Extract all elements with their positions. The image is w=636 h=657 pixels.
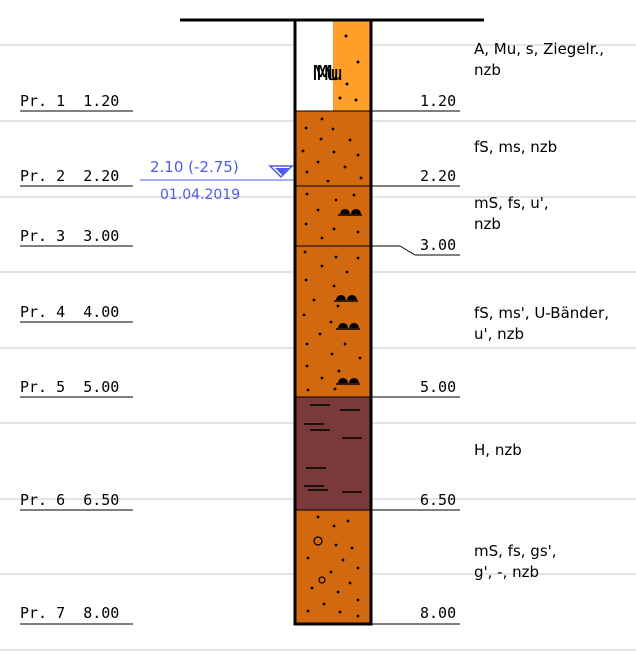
fill-sand-part	[333, 21, 370, 111]
fill-dots	[338, 34, 360, 102]
layer-description: H, nzb	[474, 441, 522, 459]
sample-label: Pr. 3 3.00	[20, 227, 119, 245]
layer-description: u', nzb	[474, 325, 524, 343]
depth-label: 2.20	[420, 167, 456, 185]
sample-label: Pr. 2 2.20	[20, 167, 119, 185]
layer-descriptions: A, Mu, s, Ziegelr., nzb fS, ms, nzb mS, …	[474, 40, 609, 581]
sample-label: Pr. 6 6.50	[20, 491, 119, 509]
fill-symbol-label-overstrike: Mu	[316, 61, 341, 85]
layer-description: mS, fs, gs',	[474, 542, 557, 560]
layer-description: mS, fs, u',	[474, 194, 549, 212]
sand-dots	[301, 117, 363, 618]
fill-symbol-label: Mu	[312, 61, 337, 85]
sample-labels: Pr. 1 1.20 Pr. 2 2.20 Pr. 3 3.00 Pr. 4 4…	[20, 92, 133, 625]
borehole-column	[293, 18, 373, 626]
depth-label: 5.00	[420, 378, 456, 396]
layer-description: nzb	[474, 215, 501, 233]
layer-1-fill: Mu Mu	[296, 21, 370, 111]
depth-label: 6.50	[420, 491, 456, 509]
fill-white-part	[296, 21, 333, 111]
depth-label: 1.20	[420, 92, 456, 110]
silt-underlines	[334, 214, 362, 385]
water-level: 2.10 (-2.75) 01.04.2019	[140, 158, 294, 203]
silt-symbols	[336, 209, 361, 383]
layer-3-sand	[296, 186, 370, 246]
depth-lines	[372, 110, 460, 625]
layer-description: g', -, nzb	[474, 563, 539, 581]
layer-description: fS, ms, nzb	[474, 138, 557, 156]
sample-label: Pr. 7 8.00	[20, 604, 119, 622]
water-level-triangle-fill	[275, 168, 289, 175]
layer-description: fS, ms', U-Bänder,	[474, 304, 609, 322]
depth-label: 3.00	[420, 236, 456, 254]
water-level-triangle-icon	[268, 165, 294, 179]
layer-boundaries	[296, 110, 370, 511]
layer-description: nzb	[474, 61, 501, 79]
water-level-date: 01.04.2019	[160, 187, 240, 203]
sample-label: Pr. 1 1.20	[20, 92, 119, 110]
gravel-circles	[313, 536, 326, 584]
layer-5-peat	[296, 397, 370, 510]
depth-label: 8.00	[420, 604, 456, 622]
layer-2-sand	[296, 111, 370, 186]
water-level-value: 2.10 (-2.75)	[150, 158, 239, 176]
peat-marks	[304, 404, 362, 493]
layer-description: A, Mu, s, Ziegelr.,	[474, 40, 604, 58]
layer-4-sand	[296, 246, 370, 397]
sample-label: Pr. 4 4.00	[20, 303, 119, 321]
sample-label: Pr. 5 5.00	[20, 378, 119, 396]
